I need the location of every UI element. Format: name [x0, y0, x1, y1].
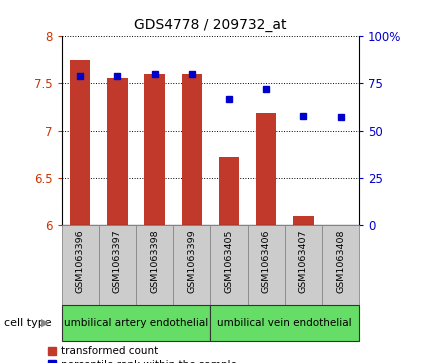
Text: GSM1063406: GSM1063406 [262, 230, 271, 293]
Bar [210, 225, 247, 305]
Text: umbilical artery endothelial: umbilical artery endothelial [64, 318, 208, 328]
Text: GSM1063396: GSM1063396 [76, 230, 85, 293]
Text: GSM1063399: GSM1063399 [187, 230, 196, 293]
Bar [247, 225, 285, 305]
Bar [70, 60, 91, 225]
Bar [62, 305, 210, 341]
Bar [285, 225, 322, 305]
Bar [256, 113, 276, 225]
Text: umbilical vein endothelial: umbilical vein endothelial [218, 318, 352, 328]
Bar [322, 225, 359, 305]
Bar [62, 225, 99, 305]
Title: GDS4778 / 209732_at: GDS4778 / 209732_at [134, 19, 286, 33]
Text: GSM1063405: GSM1063405 [224, 230, 233, 293]
Text: GSM1063408: GSM1063408 [336, 230, 345, 293]
Bar [219, 157, 239, 225]
Bar [107, 78, 127, 225]
Bar [173, 225, 210, 305]
Text: GSM1063398: GSM1063398 [150, 230, 159, 293]
Bar [99, 225, 136, 305]
Text: ▶: ▶ [41, 318, 49, 328]
Text: cell type: cell type [4, 318, 52, 328]
Bar [136, 225, 173, 305]
Text: GSM1063407: GSM1063407 [299, 230, 308, 293]
Text: GSM1063397: GSM1063397 [113, 230, 122, 293]
Bar [181, 74, 202, 225]
Bar [210, 305, 359, 341]
Bar [144, 74, 165, 225]
Legend: transformed count, percentile rank within the sample: transformed count, percentile rank withi… [48, 346, 237, 363]
Bar [293, 216, 314, 225]
